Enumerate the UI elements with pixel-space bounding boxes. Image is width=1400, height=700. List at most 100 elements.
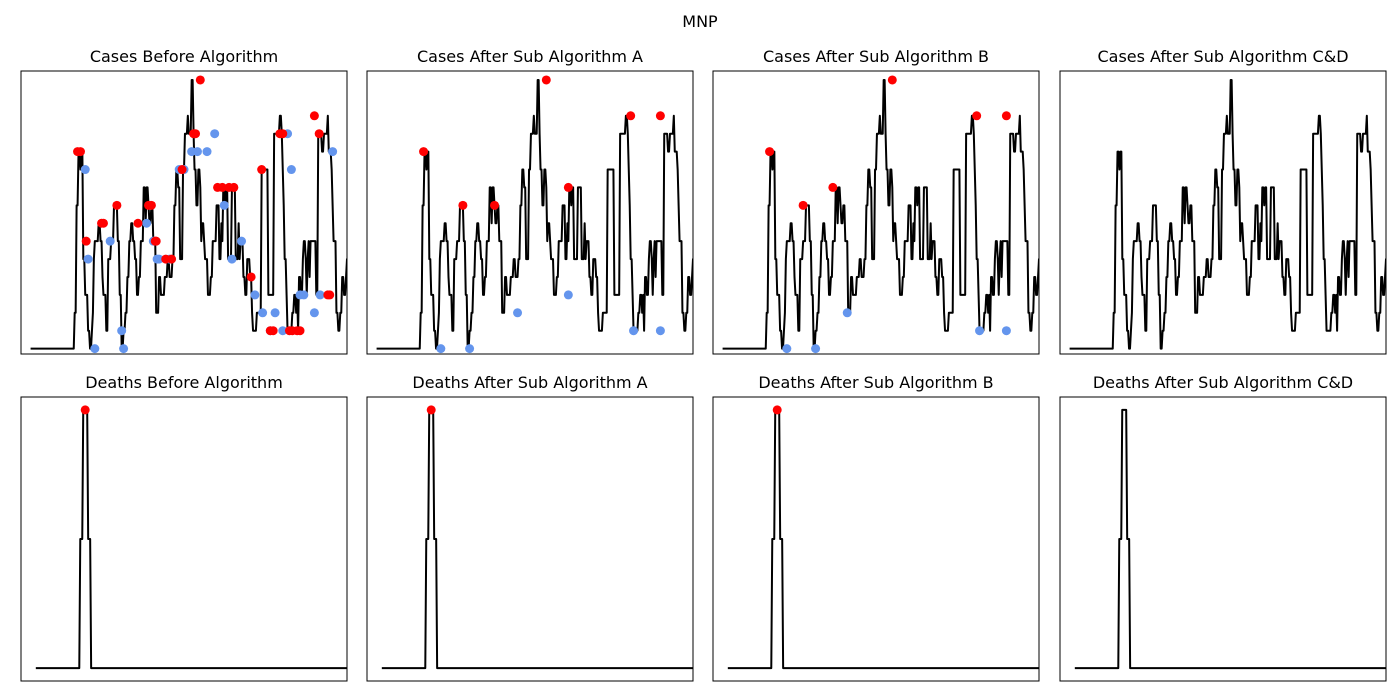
cases-sub-a-peak-marker-2	[490, 200, 500, 210]
cases-before-peak-marker-6	[133, 218, 143, 228]
deaths-sub-cd-axes-frame	[1059, 396, 1387, 682]
cases-sub-a-peak-marker-5	[626, 111, 636, 121]
cases-before-peak-marker-30	[295, 326, 305, 336]
cases-before-trough-marker-21	[250, 290, 260, 300]
cases-before-peak-marker-10	[151, 236, 161, 246]
cases-sub-a-title: Cases After Sub Algorithm A	[417, 47, 643, 66]
cases-sub-b-trough-marker-4	[1001, 326, 1011, 336]
cases-before-peak-marker-13	[177, 165, 187, 175]
cases-before-peak-marker-21	[246, 272, 256, 282]
deaths-sub-b-series-line	[727, 408, 1039, 670]
cases-sub-a-trough-marker-1	[465, 344, 475, 354]
cases-before-peak-marker-26	[278, 129, 288, 139]
cases-sub-a-peak-marker-6	[655, 111, 665, 121]
subplot-grid: Cases Before Algorithm Cases After Sub Al…	[20, 47, 1387, 682]
cases-sub-a-peak-marker-4	[563, 182, 573, 192]
cases-before-trough-marker-31	[315, 290, 325, 300]
cases-before-trough-marker-1	[83, 254, 93, 264]
cases-before-peak-marker-24	[268, 326, 278, 336]
deaths-sub-cd-subplot: Deaths After Sub Algorithm C&D	[1059, 373, 1387, 682]
cases-before-peak-marker-15	[191, 129, 201, 139]
cases-sub-cd-axes-frame	[1059, 70, 1387, 355]
cases-sub-b-peak-marker-5	[1001, 111, 1011, 121]
cases-sub-b-trough-marker-0	[782, 344, 792, 354]
deaths-sub-a-peak-marker-0	[426, 405, 436, 415]
cases-before-trough-marker-15	[192, 147, 202, 157]
deaths-sub-b-peak-marker-0	[772, 405, 782, 415]
cases-before-trough-marker-29	[299, 290, 309, 300]
deaths-before-subplot: Deaths Before Algorithm	[20, 373, 348, 682]
cases-sub-a-peak-marker-3	[541, 75, 551, 85]
cases-before-peak-marker-16	[195, 75, 205, 85]
cases-sub-b-title: Cases After Sub Algorithm B	[763, 47, 989, 66]
deaths-before-axes-frame	[20, 396, 348, 682]
cases-sub-a-series-line	[376, 78, 693, 350]
cases-before-trough-marker-4	[117, 326, 127, 336]
cases-sub-b-peak-marker-0	[765, 147, 775, 157]
cases-before-trough-marker-17	[210, 129, 220, 139]
cases-before-trough-marker-5	[119, 344, 129, 354]
cases-sub-b-peak-marker-1	[798, 200, 808, 210]
deaths-before-peak-marker-0	[80, 405, 90, 415]
cases-before-trough-marker-25	[278, 326, 288, 336]
cases-before-trough-marker-19	[227, 254, 237, 264]
cases-sub-a-peak-marker-1	[458, 200, 468, 210]
cases-before-peak-marker-1	[75, 147, 85, 157]
cases-before-trough-marker-18	[219, 200, 229, 210]
cases-sub-a-trough-marker-5	[655, 326, 665, 336]
cases-before-trough-marker-16	[202, 147, 212, 157]
cases-sub-b-peak-marker-2	[828, 182, 838, 192]
cases-sub-cd-title: Cases After Sub Algorithm C&D	[1097, 47, 1348, 66]
deaths-sub-b-axes-frame	[712, 396, 1040, 682]
cases-sub-b-trough-marker-2	[842, 308, 852, 318]
cases-before-peak-marker-18	[217, 182, 227, 192]
cases-sub-a-trough-marker-4	[629, 326, 639, 336]
cases-sub-b-subplot: Cases After Sub Algorithm B	[712, 47, 1040, 355]
deaths-sub-a-subplot: Deaths After Sub Algorithm A	[366, 373, 694, 682]
cases-before-trough-marker-24	[270, 308, 280, 318]
deaths-sub-cd-title: Deaths After Sub Algorithm C&D	[1093, 373, 1353, 392]
cases-sub-b-trough-marker-3	[975, 326, 985, 336]
figure-suptitle: MNP	[682, 12, 718, 31]
deaths-sub-a-series-line	[381, 408, 693, 670]
cases-before-trough-marker-0	[80, 165, 90, 175]
cases-before-trough-marker-3	[105, 236, 115, 246]
cases-before-peak-marker-20	[229, 182, 239, 192]
cases-before-peak-marker-22	[257, 165, 267, 175]
cases-sub-b-peak-marker-4	[972, 111, 982, 121]
cases-before-axes-frame	[20, 70, 348, 355]
deaths-before-title: Deaths Before Algorithm	[85, 373, 283, 392]
cases-before-peak-marker-4	[98, 218, 108, 228]
cases-before-peak-marker-32	[314, 129, 324, 139]
cases-before-trough-marker-6	[142, 218, 152, 228]
cases-before-title: Cases Before Algorithm	[90, 47, 278, 66]
cases-before-peak-marker-5	[112, 200, 122, 210]
deaths-sub-a-axes-frame	[366, 396, 694, 682]
deaths-sub-b-subplot: Deaths After Sub Algorithm B	[712, 373, 1040, 682]
cases-sub-b-series-line	[722, 78, 1039, 350]
cases-before-subplot: Cases Before Algorithm	[20, 47, 348, 355]
cases-before-trough-marker-2	[90, 344, 100, 354]
cases-before-peak-marker-8	[146, 200, 156, 210]
cases-before-trough-marker-20	[237, 236, 247, 246]
cases-sub-b-axes-frame	[712, 70, 1040, 355]
deaths-sub-a-title: Deaths After Sub Algorithm A	[412, 373, 647, 392]
cases-sub-b-peak-marker-3	[887, 75, 897, 85]
cases-sub-a-trough-marker-3	[563, 290, 573, 300]
cases-sub-a-peak-marker-0	[419, 147, 429, 157]
cases-sub-a-axes-frame	[366, 70, 694, 355]
deaths-before-series-line	[35, 408, 347, 670]
deaths-sub-cd-series-line	[1074, 408, 1386, 670]
cases-before-trough-marker-22	[258, 308, 268, 318]
cases-before-trough-marker-27	[286, 165, 296, 175]
cases-before-peak-marker-12	[167, 254, 177, 264]
cases-sub-a-subplot: Cases After Sub Algorithm A	[366, 47, 694, 355]
cases-sub-a-trough-marker-2	[513, 308, 523, 318]
cases-sub-cd-series-line	[1069, 78, 1386, 350]
cases-before-trough-marker-32	[328, 147, 338, 157]
cases-before-trough-marker-30	[309, 308, 319, 318]
cases-sub-a-trough-marker-0	[436, 344, 446, 354]
cases-sub-b-trough-marker-1	[811, 344, 821, 354]
cases-before-peak-marker-34	[325, 290, 335, 300]
